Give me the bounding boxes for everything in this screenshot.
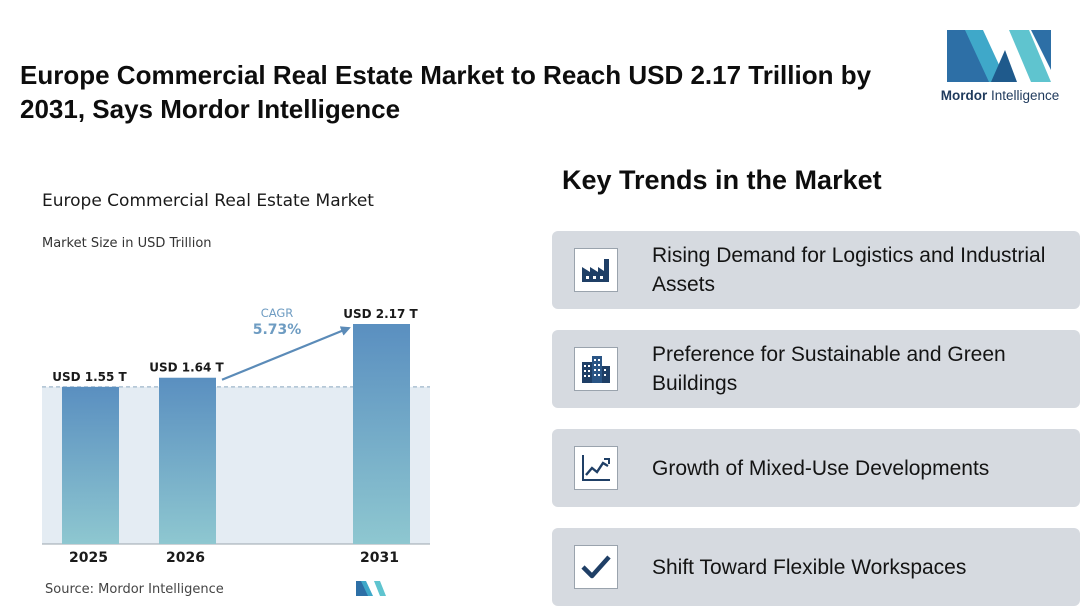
factory-icon <box>574 248 618 292</box>
mordor-intelligence-logo: Mordor Intelligence <box>935 26 1065 106</box>
x-tick-label: 2026 <box>166 550 205 566</box>
x-tick-label: 2031 <box>360 550 399 566</box>
checkmark-icon <box>574 545 618 589</box>
cagr-label: CAGR <box>261 306 294 320</box>
chart-subtitle: Market Size in USD Trillion <box>42 236 212 251</box>
trend-card-flexible: Shift Toward Flexible Workspaces <box>552 528 1080 606</box>
bar-2031 <box>353 324 410 544</box>
logo-mark-icon <box>947 30 1051 82</box>
trend-label: Preference for Sustainable and Green Bui… <box>652 343 1006 395</box>
logo-text: Mordor Intelligence <box>940 88 1060 103</box>
bar-2026 <box>159 377 216 544</box>
x-tick-label: 2025 <box>69 550 108 566</box>
line-chart-icon <box>574 446 618 490</box>
cagr-value: 5.73% <box>253 322 302 338</box>
trends-title: Key Trends in the Market <box>562 165 882 195</box>
headline: Europe Commercial Real Estate Market to … <box>20 60 872 124</box>
trend-card-sustainable: Preference for Sustainable and Green Bui… <box>552 330 1080 408</box>
data-label: USD 1.55 T <box>52 370 127 384</box>
trend-card-mixed-use: Growth of Mixed-Use Developments <box>552 429 1080 507</box>
bar-2025 <box>62 386 119 544</box>
trend-card-logistics: Rising Demand for Logistics and Industri… <box>552 231 1080 309</box>
mini-logo-icon <box>356 581 386 596</box>
trend-label: Growth of Mixed-Use Developments <box>652 456 990 480</box>
chart-title: Europe Commercial Real Estate Market <box>42 191 374 211</box>
buildings-icon <box>574 347 618 391</box>
data-label: USD 1.64 T <box>149 361 224 375</box>
trend-label: Shift Toward Flexible Workspaces <box>652 555 967 579</box>
chart-source: Source: Mordor Intelligence <box>45 582 224 597</box>
bar-chart: USD 1.55 T 2025 USD 1.64 T 2026 USD 2.17 T 20… <box>42 306 430 566</box>
trend-label: Rising Demand for Logistics and Industri… <box>652 244 1046 296</box>
cagr-arrow <box>221 326 351 381</box>
data-label: USD 2.17 T <box>343 307 418 321</box>
